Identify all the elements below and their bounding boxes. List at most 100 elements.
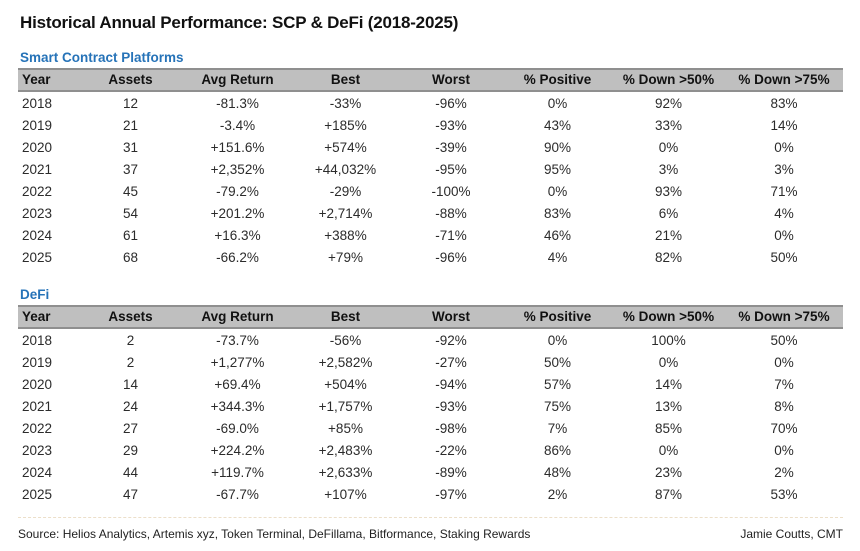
table-row: 2022 45 -79.2% -29% -100% 0% 93% 71% <box>18 180 843 202</box>
cell-down-75: 14% <box>770 117 798 133</box>
column-header-assets: Assets <box>78 68 183 92</box>
cell-worst: -27% <box>435 354 467 370</box>
cell-year: 2025 <box>22 486 53 502</box>
cell-worst: -98% <box>435 420 467 436</box>
cell-avg-return: -81.3% <box>216 95 259 111</box>
table-row: 2024 61 +16.3% +388% -71% 46% 21% 0% <box>18 224 843 246</box>
column-header-down-75: % Down >75% <box>725 305 843 329</box>
cell-positive: 7% <box>547 420 568 436</box>
table-row: 2025 68 -66.2% +79% -96% 4% 82% 50% <box>18 246 843 268</box>
column-header-avg-return: Avg Return <box>183 68 292 92</box>
cell-positive: 86% <box>543 442 572 458</box>
cell-year: 2021 <box>22 398 53 414</box>
section-title-defi: DeFi <box>20 287 50 302</box>
header-row: Year Assets Avg Return Best Worst% Positive%… <box>18 68 843 92</box>
cell-down-75: 8% <box>774 398 794 414</box>
cell-worst: -93% <box>435 117 467 133</box>
cell-assets: 37 <box>122 161 139 177</box>
cell-assets: 61 <box>122 227 139 243</box>
cell-avg-return: +1,277% <box>210 354 265 370</box>
table-row: 2019 21 -3.4% +185% -93% 43% 33% 14% <box>18 114 843 136</box>
cell-down-50: 0% <box>658 354 679 370</box>
cell-down-50: 23% <box>654 464 683 480</box>
cell-down-75: 7% <box>774 376 794 392</box>
section-defi: DeFi Year Assets Avg Return Best Worst% Posi… <box>18 287 843 505</box>
author-credit: Jamie Coutts, CMT <box>740 527 843 541</box>
cell-positive: 57% <box>543 376 572 392</box>
cell-down-75: 70% <box>770 420 798 436</box>
header-row: Year Assets Avg Return Best Worst% Positive%… <box>18 305 843 329</box>
cell-best: +185% <box>324 117 367 133</box>
cell-down-50: 3% <box>658 161 679 177</box>
cell-avg-return: -67.7% <box>216 486 259 502</box>
cell-year: 2019 <box>22 117 53 133</box>
cell-positive: 90% <box>543 139 572 155</box>
cell-down-75: 2% <box>774 464 794 480</box>
cell-avg-return: +201.2% <box>210 205 265 221</box>
cell-down-50: 14% <box>654 376 683 392</box>
cell-best: +107% <box>324 486 367 502</box>
cell-positive: 0% <box>547 183 568 199</box>
cell-avg-return: +224.2% <box>210 442 265 458</box>
cell-worst: -94% <box>435 376 467 392</box>
cell-assets: 14 <box>122 376 139 392</box>
cell-year: 2019 <box>22 354 53 370</box>
table-row: 2018 2 -73.7% -56% -92% 0% 100% 50% <box>18 328 843 351</box>
cell-positive: 95% <box>543 161 572 177</box>
cell-best: -33% <box>329 95 362 111</box>
cell-assets: 44 <box>122 464 139 480</box>
cell-worst: -100% <box>431 183 471 199</box>
source-attribution: Source: Helios Analytics, Artemis xyz, T… <box>18 527 531 541</box>
cell-positive: 2% <box>547 486 568 502</box>
column-header-worst: Worst <box>399 68 503 92</box>
cell-down-75: 0% <box>774 227 794 243</box>
cell-best: +2,714% <box>318 205 373 221</box>
cell-avg-return: +16.3% <box>214 227 261 243</box>
cell-positive: 4% <box>547 249 568 265</box>
cell-down-50: 33% <box>654 117 683 133</box>
cell-down-50: 82% <box>654 249 683 265</box>
table-row: 2025 47 -67.7% +107% -97% 2% 87% 53% <box>18 483 843 505</box>
cell-year: 2024 <box>22 227 53 243</box>
cell-worst: -92% <box>435 332 467 348</box>
cell-positive: 50% <box>543 354 572 370</box>
column-header-positive: % Positive <box>503 68 612 92</box>
cell-positive: 83% <box>543 205 572 221</box>
cell-year: 2018 <box>22 332 53 348</box>
cell-down-50: 6% <box>658 205 679 221</box>
cell-down-75: 0% <box>774 442 794 458</box>
cell-best: +2,633% <box>318 464 373 480</box>
table-row: 2020 14 +69.4% +504% -94% 57% 14% 7% <box>18 373 843 395</box>
cell-best: +44,032% <box>314 161 377 177</box>
cell-best: +574% <box>324 139 367 155</box>
table-row: 2019 2 +1,277% +2,582% -27% 50% 0% 0% <box>18 351 843 373</box>
cell-down-75: 53% <box>770 486 798 502</box>
cell-avg-return: +151.6% <box>210 139 265 155</box>
cell-year: 2025 <box>22 249 53 265</box>
column-header-down-50: % Down >50% <box>612 68 725 92</box>
cell-worst: -39% <box>435 139 467 155</box>
table-row: 2021 37 +2,352% +44,032% -95% 95% 3% 3% <box>18 158 843 180</box>
cell-down-75: 3% <box>774 161 794 177</box>
cell-assets: 45 <box>122 183 139 199</box>
column-header-best: Best <box>292 68 399 92</box>
table-row: 2023 29 +224.2% +2,483% -22% 86% 0% 0% <box>18 439 843 461</box>
column-header-year: Year <box>18 305 78 329</box>
table-row: 2024 44 +119.7% +2,633% -89% 48% 23% 2% <box>18 461 843 483</box>
column-header-best: Best <box>292 305 399 329</box>
cell-down-50: 21% <box>654 227 683 243</box>
cell-avg-return: +2,352% <box>210 161 265 177</box>
cell-year: 2024 <box>22 464 53 480</box>
table-row: 2023 54 +201.2% +2,714% -88% 83% 6% 4% <box>18 202 843 224</box>
cell-assets: 68 <box>122 249 139 265</box>
scp-performance-table: Year Assets Avg Return Best Worst% Positive%… <box>18 68 843 268</box>
section-title-scp: Smart Contract Platforms <box>20 50 184 65</box>
column-header-assets: Assets <box>78 305 183 329</box>
cell-avg-return: -66.2% <box>216 249 259 265</box>
cell-down-50: 13% <box>654 398 683 414</box>
cell-year: 2020 <box>22 376 53 392</box>
cell-down-50: 100% <box>651 332 686 348</box>
cell-year: 2021 <box>22 161 53 177</box>
cell-down-50: 85% <box>654 420 683 436</box>
column-header-down-75: % Down >75% <box>725 68 843 92</box>
